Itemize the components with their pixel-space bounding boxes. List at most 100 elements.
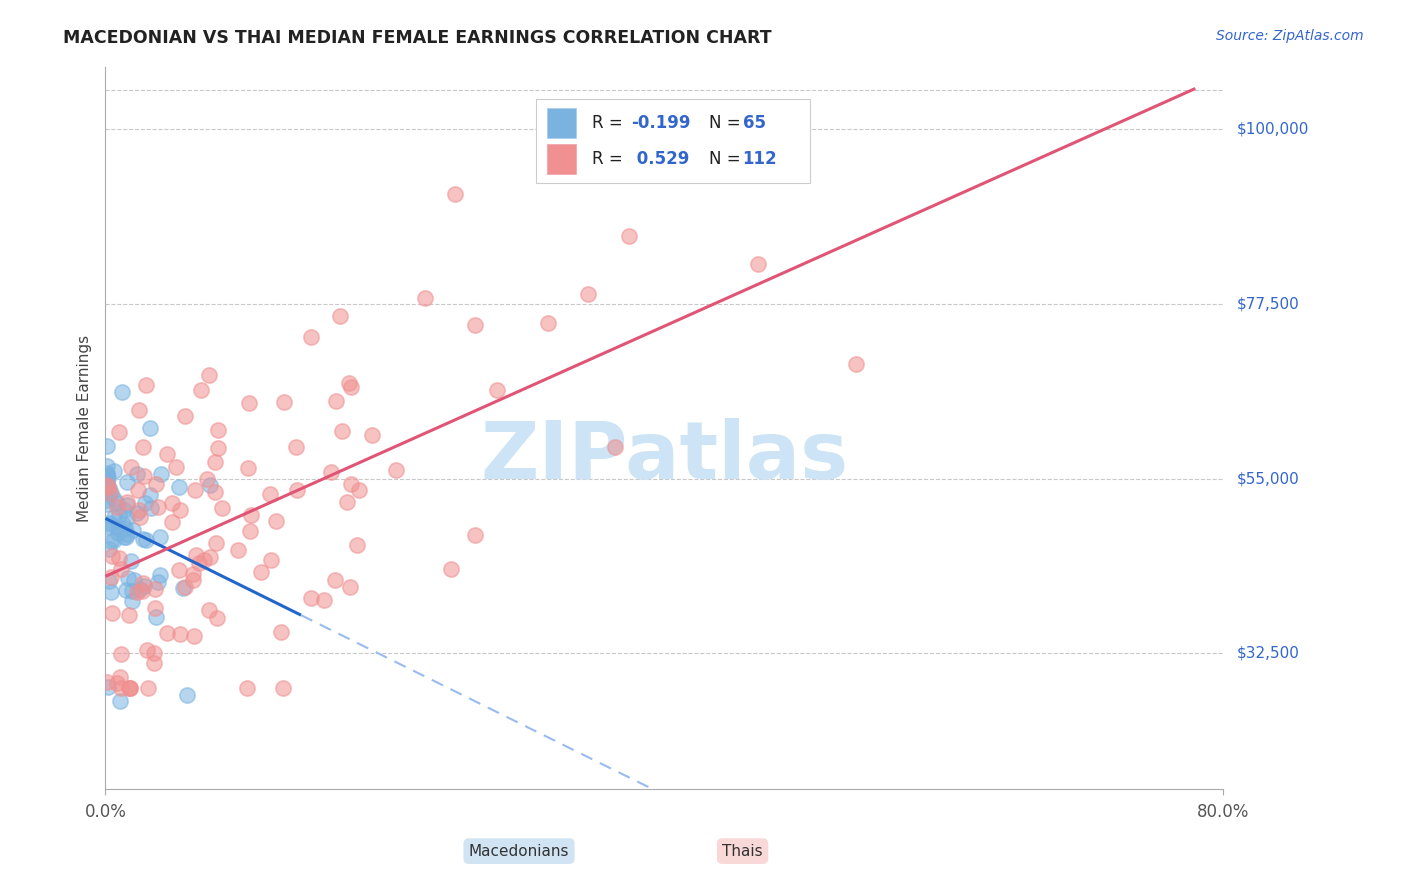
Point — [270, 625, 292, 640]
Point — [96, 470, 118, 484]
Point — [167, 563, 190, 577]
Point — [537, 316, 560, 330]
Point — [127, 506, 149, 520]
Point — [339, 580, 361, 594]
Point — [260, 552, 283, 566]
Point — [121, 584, 143, 599]
Point — [605, 440, 627, 454]
Text: 65: 65 — [742, 113, 766, 132]
Point — [127, 467, 149, 481]
Point — [103, 491, 125, 506]
Point — [195, 472, 218, 486]
Point — [204, 455, 226, 469]
Point — [97, 681, 120, 695]
Point — [440, 562, 463, 576]
Point — [100, 585, 122, 599]
Point — [115, 582, 138, 597]
Point — [384, 463, 406, 477]
Point — [360, 427, 382, 442]
Point — [312, 592, 335, 607]
Text: -0.199: -0.199 — [631, 113, 690, 132]
Point — [239, 524, 262, 538]
Text: $100,000: $100,000 — [1237, 121, 1309, 136]
Point — [98, 574, 121, 589]
Point — [198, 368, 221, 383]
Point — [105, 500, 128, 515]
Point — [173, 580, 195, 594]
Point — [134, 469, 156, 483]
Point — [108, 508, 131, 523]
Point — [108, 551, 131, 566]
Point — [165, 460, 187, 475]
Point — [183, 629, 205, 643]
Point — [576, 286, 599, 301]
Point — [112, 530, 135, 544]
Point — [273, 395, 295, 409]
Point — [193, 553, 215, 567]
Point — [259, 487, 281, 501]
Point — [148, 574, 170, 589]
Point — [122, 573, 145, 587]
Point — [135, 533, 157, 547]
Point — [108, 670, 131, 684]
Point — [111, 384, 134, 399]
Point — [127, 585, 149, 599]
Point — [114, 530, 136, 544]
Text: 0.529: 0.529 — [631, 150, 689, 169]
Point — [198, 603, 221, 617]
Bar — [547, 145, 576, 175]
Point — [299, 591, 322, 605]
Point — [190, 383, 212, 397]
Point — [299, 330, 322, 344]
Point — [143, 601, 166, 615]
Point — [100, 533, 122, 548]
Point — [181, 573, 204, 587]
Point — [128, 582, 150, 597]
Point — [97, 480, 120, 494]
Point — [115, 511, 138, 525]
Point — [127, 483, 149, 497]
Point — [176, 688, 198, 702]
Point — [145, 609, 167, 624]
Point — [110, 694, 132, 708]
Point — [167, 480, 190, 494]
Point — [413, 291, 436, 305]
Point — [142, 646, 165, 660]
Point — [340, 379, 363, 393]
Point — [160, 496, 183, 510]
Point — [156, 447, 179, 461]
Point — [105, 496, 128, 510]
Point — [115, 495, 138, 509]
Point — [238, 395, 260, 409]
Point — [236, 681, 259, 696]
Point — [118, 681, 141, 696]
Point — [444, 187, 467, 202]
Point — [105, 676, 128, 690]
Point — [103, 533, 125, 548]
Point — [174, 409, 197, 423]
Point — [329, 309, 352, 323]
Text: ZIPatlas: ZIPatlas — [481, 418, 848, 496]
Point — [143, 582, 166, 596]
Text: 112: 112 — [742, 150, 778, 169]
Point — [285, 483, 308, 498]
Point — [96, 467, 118, 482]
Point — [96, 459, 118, 474]
Point — [319, 465, 342, 479]
Text: R =: R = — [592, 113, 627, 132]
Point — [97, 541, 120, 556]
Point — [285, 440, 308, 454]
Point — [464, 528, 486, 542]
Point — [181, 567, 204, 582]
Text: Macedonians: Macedonians — [468, 844, 569, 859]
Point — [184, 548, 207, 562]
Point — [204, 485, 226, 500]
Text: N =: N = — [709, 113, 747, 132]
Point — [100, 570, 122, 584]
Point — [136, 681, 159, 696]
Point — [228, 543, 250, 558]
Point — [240, 508, 263, 522]
Point — [110, 647, 132, 661]
Point — [464, 318, 486, 332]
Point — [98, 516, 121, 530]
